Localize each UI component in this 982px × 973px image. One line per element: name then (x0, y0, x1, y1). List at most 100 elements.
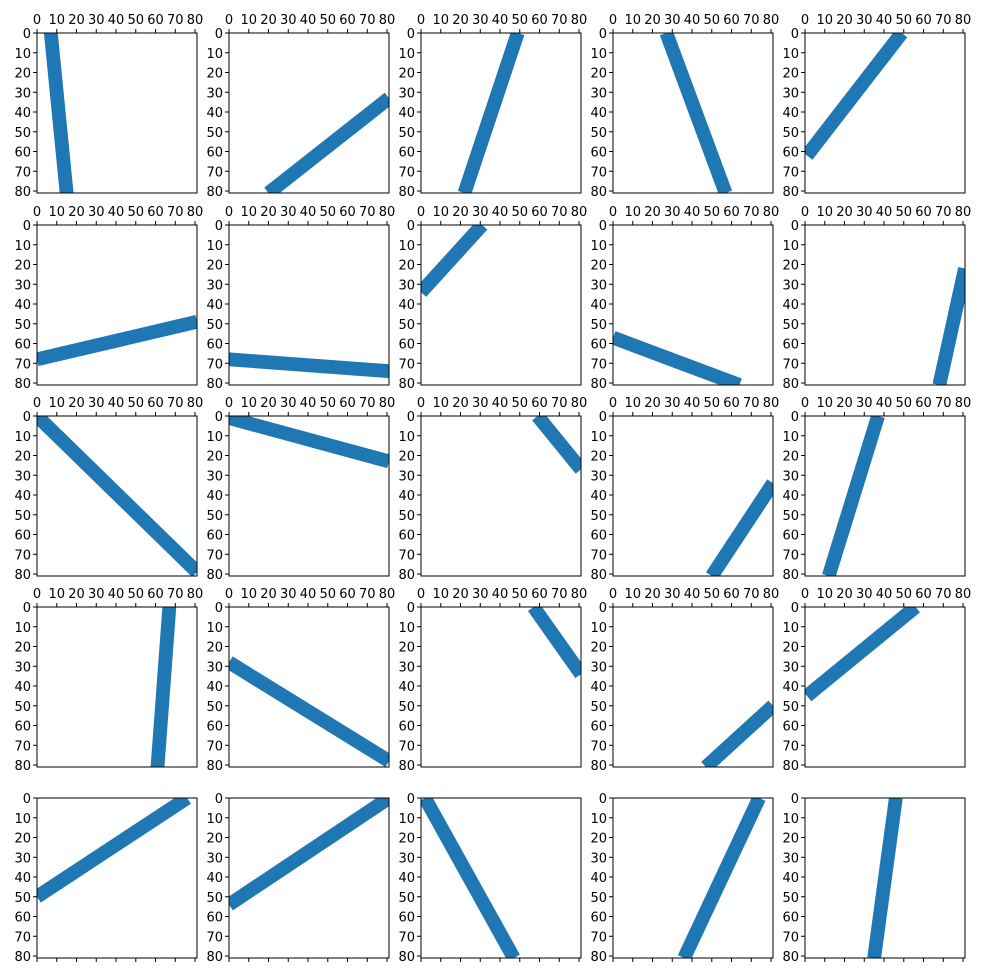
x-tick-label: 80 (187, 13, 204, 28)
line-stroke (43, 33, 74, 193)
x-tick-label: 20 (68, 205, 85, 220)
x-tick-label: 60 (915, 396, 932, 411)
x-tick-label: 40 (300, 13, 317, 28)
x-tick-label: 10 (816, 396, 833, 411)
x-tick-label: 80 (763, 13, 780, 28)
line-stroke (229, 798, 389, 911)
panel-frame (36, 797, 198, 959)
x-tick-label: 50 (511, 396, 528, 411)
x-tick-label: 50 (127, 587, 144, 602)
x-tick-label: 70 (551, 13, 568, 28)
x-tick-label: 80 (379, 396, 396, 411)
y-tick-label: 30 (398, 278, 415, 293)
y-tick-label: 70 (782, 165, 799, 180)
y-tick-label: 60 (398, 146, 415, 161)
panel-5-4: 0 10 20 30 40 50 60 70 80 (590, 792, 774, 965)
y-tick-label: 0 (791, 601, 799, 616)
y-tick-label: 40 (590, 106, 607, 121)
y-tick-label: 10 (398, 430, 415, 445)
x-tick-label: 40 (684, 587, 701, 602)
y-tick-label: 70 (782, 357, 799, 372)
x-tick-label: 50 (703, 205, 720, 220)
y-tick-label: 70 (590, 739, 607, 754)
x-tick-label: 30 (88, 13, 105, 28)
y-tick-label: 70 (14, 165, 31, 180)
x-tick-label: 10 (48, 13, 65, 28)
x-tick-label: 60 (723, 396, 740, 411)
y-tick-label: 80 (590, 950, 607, 965)
x-tick-label: 50 (319, 205, 336, 220)
x-tick-label: 20 (644, 587, 661, 602)
y-tick-label: 30 (14, 469, 31, 484)
y-tick-label: 60 (398, 720, 415, 735)
y-tick-label: 10 (782, 812, 799, 827)
x-tick-label: 60 (915, 205, 932, 220)
y-tick-label: 10 (14, 430, 31, 445)
y-tick-label: 50 (14, 891, 31, 906)
y-tick-label: 0 (215, 219, 223, 234)
y-tick-label: 60 (206, 911, 223, 926)
y-tick-label: 80 (398, 759, 415, 774)
y-tick-label: 0 (23, 27, 31, 42)
x-tick-label: 80 (187, 396, 204, 411)
x-tick-label: 50 (703, 587, 720, 602)
x-tick-label: 80 (763, 396, 780, 411)
y-tick-label: 30 (590, 278, 607, 293)
y-tick-label: 0 (407, 410, 415, 425)
y-tick-label: 10 (14, 47, 31, 62)
panel-frame (228, 32, 390, 194)
x-tick-label: 10 (816, 13, 833, 28)
y-tick-label: 20 (782, 67, 799, 82)
x-tick-label: 20 (452, 205, 469, 220)
y-tick-label: 30 (590, 469, 607, 484)
x-tick-label: 50 (127, 205, 144, 220)
y-tick-label: 30 (14, 851, 31, 866)
y-tick-label: 10 (398, 812, 415, 827)
x-tick-label: 80 (763, 205, 780, 220)
line-stroke (705, 479, 773, 576)
line-stroke (822, 416, 885, 576)
y-tick-label: 30 (398, 660, 415, 675)
x-tick-label: 50 (511, 13, 528, 28)
x-tick-label: 30 (664, 13, 681, 28)
y-tick-label: 70 (206, 165, 223, 180)
x-tick-label: 50 (703, 396, 720, 411)
x-tick-label: 80 (571, 13, 588, 28)
y-tick-label: 80 (782, 185, 799, 200)
y-tick-label: 40 (398, 489, 415, 504)
y-tick-label: 40 (14, 106, 31, 121)
y-tick-label: 10 (206, 239, 223, 254)
y-tick-label: 80 (782, 759, 799, 774)
y-tick-label: 10 (14, 812, 31, 827)
x-tick-label: 10 (48, 587, 65, 602)
line-stroke (421, 225, 488, 297)
x-tick-label: 20 (260, 587, 277, 602)
y-tick-label: 50 (206, 700, 223, 715)
x-tick-label: 20 (68, 587, 85, 602)
y-tick-label: 30 (590, 660, 607, 675)
y-tick-label: 40 (14, 871, 31, 886)
panel-5-2: 0 10 20 30 40 50 60 70 80 (206, 792, 390, 965)
x-tick-label: 70 (167, 587, 184, 602)
y-tick-label: 60 (398, 338, 415, 353)
y-tick-label: 30 (14, 278, 31, 293)
x-tick-label: 10 (240, 205, 257, 220)
y-tick-label: 30 (782, 660, 799, 675)
y-tick-label: 0 (23, 792, 31, 807)
y-tick-label: 80 (398, 377, 415, 392)
x-tick-label: 0 (609, 396, 617, 411)
panel-background (613, 607, 773, 767)
y-tick-label: 40 (782, 680, 799, 695)
y-tick-label: 80 (590, 568, 607, 583)
x-tick-label: 30 (664, 205, 681, 220)
y-tick-label: 10 (590, 239, 607, 254)
x-tick-label: 0 (609, 205, 617, 220)
y-tick-label: 60 (782, 911, 799, 926)
x-tick-label: 0 (33, 587, 41, 602)
y-tick-label: 40 (590, 298, 607, 313)
x-tick-label: 30 (280, 396, 297, 411)
y-tick-label: 80 (782, 377, 799, 392)
line-stroke (421, 798, 520, 958)
